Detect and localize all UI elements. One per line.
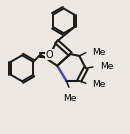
Text: Me: Me: [63, 94, 77, 103]
Text: O: O: [46, 50, 53, 60]
Text: Me: Me: [100, 62, 113, 71]
Text: Me: Me: [92, 80, 105, 89]
Text: Me: Me: [92, 48, 105, 57]
